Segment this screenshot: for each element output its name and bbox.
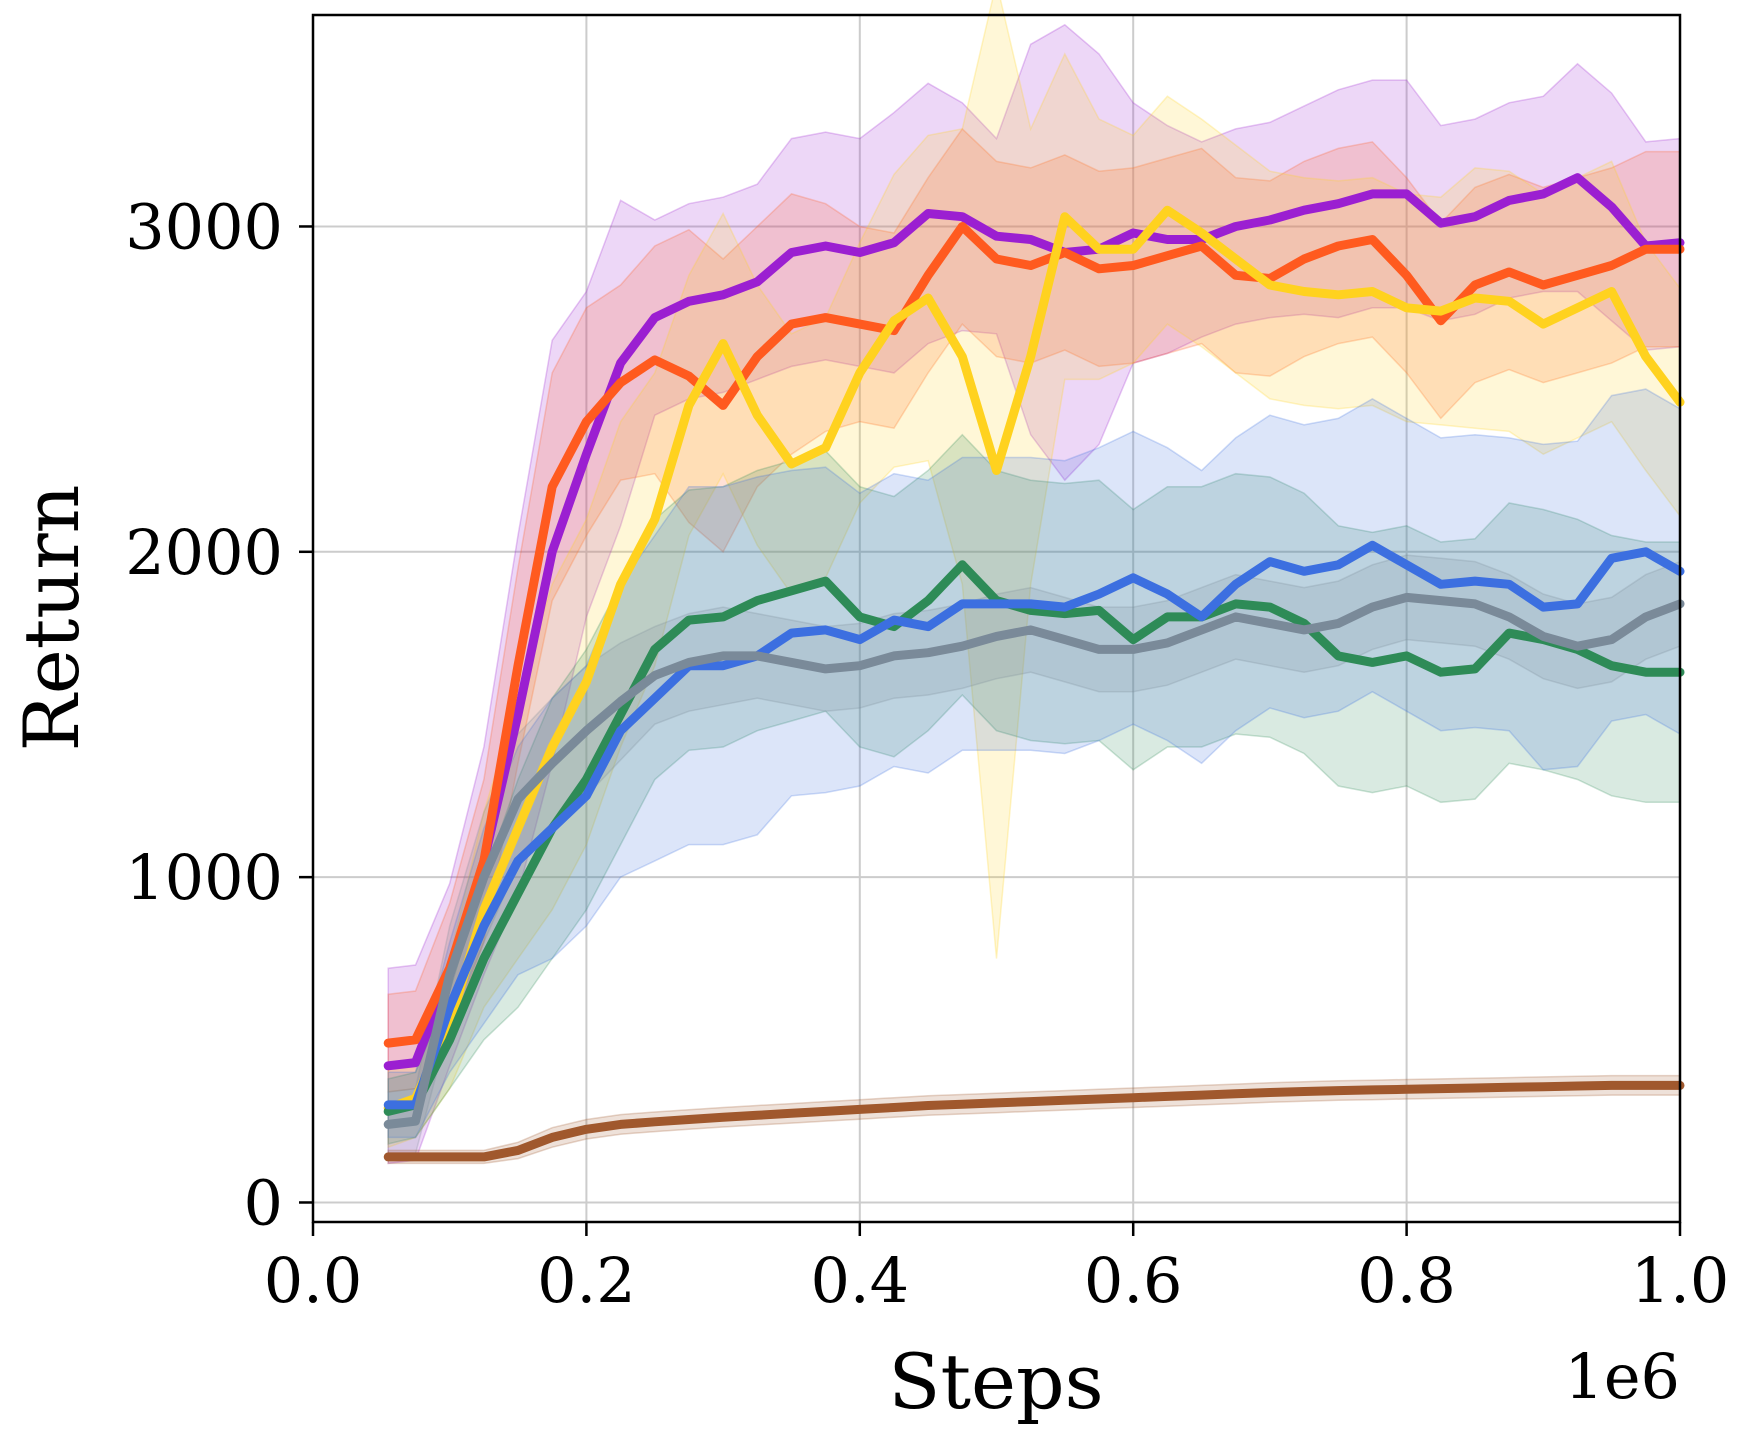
y-tick-label: 2000 <box>125 516 283 589</box>
y-tick-label: 0 <box>244 1166 283 1239</box>
series-line-gray <box>383 592 1685 1129</box>
x-tick-label: 0.6 <box>1084 1244 1183 1317</box>
x-tick-label: 0.0 <box>264 1244 363 1317</box>
x-axis-label: Steps <box>888 1337 1103 1426</box>
series-line-blue <box>383 540 1685 1110</box>
series-line-green <box>383 560 1685 1116</box>
y-axis-label: Return <box>7 485 96 752</box>
series-line-purple <box>383 173 1685 1071</box>
series-lines <box>383 173 1685 1162</box>
series-line-orange <box>383 222 1685 1048</box>
y-tick-label: 3000 <box>125 190 283 263</box>
series-line-brown <box>383 1080 1685 1162</box>
x-axis-offset-label: 1e6 <box>1564 1340 1680 1413</box>
axis-ticks: 0.0 0.2 0.4 0.6 0.8 1.0 0 1000 2000 3000 <box>125 190 1729 1317</box>
x-tick-label: 1.0 <box>1631 1244 1730 1317</box>
y-tick-label: 1000 <box>125 841 283 914</box>
plot-frame <box>311 13 1682 1224</box>
x-tick-label: 0.4 <box>810 1244 909 1317</box>
series-line-yellow <box>383 205 1685 1113</box>
x-tick-label: 0.8 <box>1357 1244 1456 1317</box>
x-tick-label: 0.2 <box>537 1244 636 1317</box>
